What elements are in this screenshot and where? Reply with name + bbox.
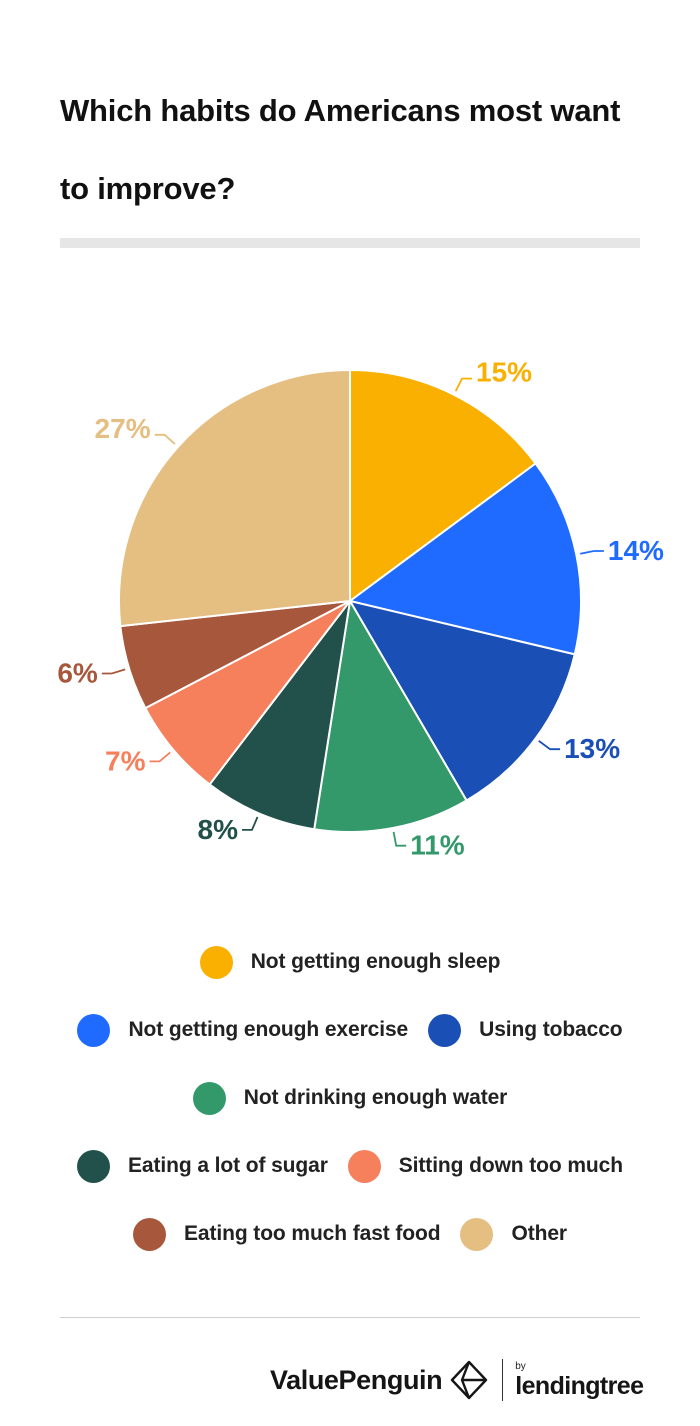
legend-label-other: Other (511, 1222, 567, 1245)
legend-dot-water (192, 1081, 226, 1115)
brand-separator (502, 1359, 504, 1401)
leader-line-other (154, 433, 176, 445)
leader-line-sitting (149, 751, 171, 763)
data-label-tobacco: 13% (564, 733, 620, 764)
data-label-sleep: 15% (476, 357, 532, 388)
legend-label-fast-food: Eating too much fast food (184, 1222, 441, 1245)
pie-chart: 15% 14% 13% 11% 8% 7% 6% 27% (57, 357, 664, 861)
legend-item-other: Other (460, 1217, 567, 1251)
leader-line-water (392, 831, 407, 847)
legend-item-tobacco: Using tobacco (428, 1013, 623, 1047)
legend-item-sitting: Sitting down too much (347, 1149, 623, 1183)
legend-item-exercise: Not getting enough exercise (77, 1013, 409, 1047)
legend-item-water: Not drinking enough water (192, 1081, 508, 1115)
data-label-sitting: 7% (105, 745, 146, 776)
legend-row-2: Not getting enough exercise Using tobacc… (0, 1010, 700, 1050)
legend-dot-sugar (77, 1149, 111, 1183)
leader-line-fast-food (101, 668, 126, 675)
legend-dot-fast-food (133, 1217, 166, 1251)
lendingtree-by: by (515, 1360, 526, 1372)
leader-line-exercise (580, 550, 604, 555)
pie-slice-exercise (347, 462, 582, 656)
legend-label-water: Not drinking enough water (243, 1086, 508, 1109)
legend-label-sleep: Not getting enough sleep (250, 950, 501, 973)
legend-label-sugar: Eating a lot of sugar (128, 1154, 328, 1177)
pie-slice-sleep (349, 368, 538, 603)
legend-item-sugar: Eating a lot of sugar (77, 1149, 328, 1183)
data-label-fast-food: 6% (57, 658, 98, 689)
legend-label-sitting: Sitting down too much (398, 1154, 623, 1177)
chart-title: Which habits do Americans most want to i… (60, 93, 621, 206)
legend-dot-sitting (347, 1149, 381, 1183)
data-label-water: 11% (410, 830, 465, 861)
legend-row-4: Eating a lot of sugar Sitting down too m… (0, 1146, 700, 1186)
legend-dot-tobacco (428, 1013, 462, 1047)
brand-footer: ValuePenguin by lendingtree (270, 1355, 644, 1405)
legend-dot-exercise (77, 1013, 111, 1047)
legend-row-3: Not drinking enough water (0, 1078, 700, 1118)
pie-slice-other (118, 368, 351, 628)
data-label-other: 27% (95, 413, 151, 444)
leader-line-tobacco (538, 740, 561, 751)
lendingtree-logo: by lendingtree (515, 1360, 644, 1400)
legend-item-fast-food: Eating too much fast food (133, 1217, 441, 1251)
pie-slice-water (313, 598, 468, 833)
valuepenguin-wordmark: ValuePenguin (270, 1364, 443, 1395)
legend-row-5: Eating too much fast food Other (0, 1214, 700, 1254)
leader-line-sleep (454, 377, 472, 392)
legend-label-tobacco: Using tobacco (479, 1018, 623, 1041)
legend-row-1: Not getting enough sleep (0, 942, 700, 982)
legend-dot-sleep (199, 945, 233, 979)
leader-line-sugar (242, 816, 259, 831)
footer-divider (60, 1317, 640, 1318)
data-label-sugar: 8% (198, 814, 239, 845)
valuepenguin-logo-icon (451, 1360, 488, 1400)
legend-label-exercise: Not getting enough exercise (128, 1018, 409, 1041)
lendingtree-wordmark: lendingtree (515, 1371, 644, 1400)
pie-slice-sugar (208, 600, 351, 831)
pie-slice-tobacco (347, 599, 576, 802)
data-label-exercise: 14% (608, 535, 664, 566)
legend-item-sleep: Not getting enough sleep (199, 945, 501, 979)
title-divider (60, 238, 640, 248)
legend-dot-other (460, 1217, 494, 1251)
